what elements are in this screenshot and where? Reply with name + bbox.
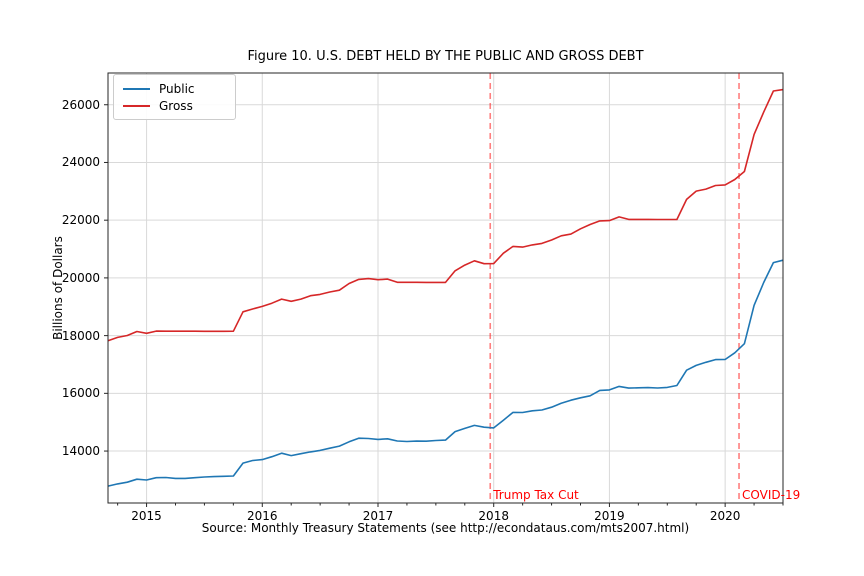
legend-label: Gross	[159, 98, 193, 113]
public-line	[107, 259, 784, 487]
legend-entry: Public	[123, 80, 227, 97]
legend-line-swatch	[123, 104, 150, 107]
y-tick-label: 16000	[61, 386, 100, 401]
y-tick-label: 18000	[61, 328, 100, 343]
y-axis-label: Billions of Dollars	[51, 236, 65, 340]
chart-title: Figure 10. U.S. DEBT HELD BY THE PUBLIC …	[247, 49, 644, 64]
x-tick-label: 2020	[709, 509, 741, 523]
legend: Public Gross	[113, 74, 236, 120]
event-label: Trump Tax Cut	[493, 488, 579, 502]
plot-border	[107, 72, 784, 504]
event-label: COVID-19	[742, 488, 801, 502]
legend-entry: Gross	[123, 97, 227, 114]
gross-line	[107, 88, 784, 342]
y-tick-label: 22000	[61, 213, 100, 228]
y-tick-label: 20000	[61, 270, 100, 285]
x-tick-label: 2019	[594, 509, 625, 523]
y-tick-label: 24000	[61, 155, 100, 170]
x-tick-label: 2018	[478, 509, 509, 523]
legend-line-swatch	[123, 87, 150, 90]
source-caption: Source: Monthly Treasury Statements (see…	[201, 521, 690, 535]
x-tick-label: 2016	[247, 509, 278, 523]
y-tick-label: 26000	[61, 97, 100, 112]
x-tick-label: 2015	[131, 509, 162, 523]
x-tick-label: 2017	[362, 509, 394, 523]
y-tick-label: 14000	[61, 444, 100, 459]
legend-label: Public	[159, 81, 195, 96]
